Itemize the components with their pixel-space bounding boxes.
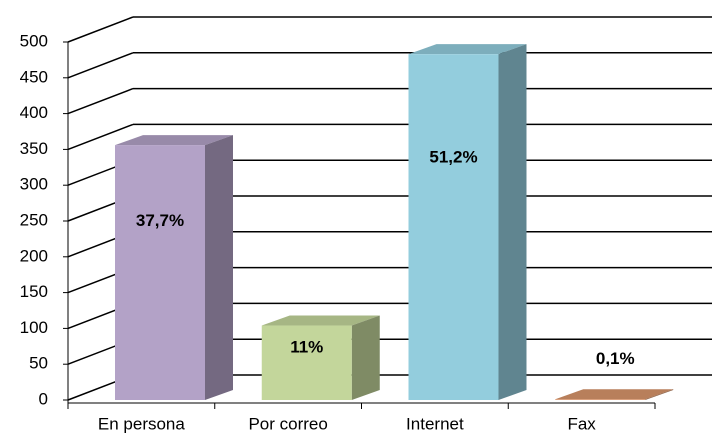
bar [555,399,646,400]
y-tick-label: 350 [20,139,48,158]
bar-side [645,389,674,400]
bar-top [261,315,380,326]
x-tick-label: Fax [567,414,596,433]
y-tick-label: 100 [20,318,48,337]
bar-side [498,44,527,401]
value-label: 11% [290,337,323,356]
x-tick-label: En persona [98,414,185,433]
x-tick-label: Por correo [248,414,327,433]
bar-top [408,44,527,55]
y-tick-label: 400 [20,103,48,122]
y-tick-label: 200 [20,246,48,265]
value-label: 51,2% [429,147,477,166]
grid-line [67,16,134,43]
y-tick-label: 250 [20,210,48,229]
bar [261,325,352,400]
bar-top [115,135,233,146]
bar-top [555,389,674,400]
x-tick-label: Internet [406,414,464,433]
value-label: 37,7% [136,211,184,230]
y-tick-label: 450 [20,67,48,86]
y-tick-label: 0 [39,389,48,408]
grid-line [67,52,134,79]
y-tick-label: 150 [20,282,48,301]
grid-line [67,87,134,115]
bar-side [351,315,380,400]
y-tick-label: 50 [29,354,48,373]
bar [115,145,205,400]
grid-line [67,123,134,151]
bar-side [205,135,233,400]
value-label: 0,1% [596,349,635,368]
y-tick-label: 500 [20,31,48,50]
y-tick-label: 300 [20,175,48,194]
bar [408,54,499,401]
